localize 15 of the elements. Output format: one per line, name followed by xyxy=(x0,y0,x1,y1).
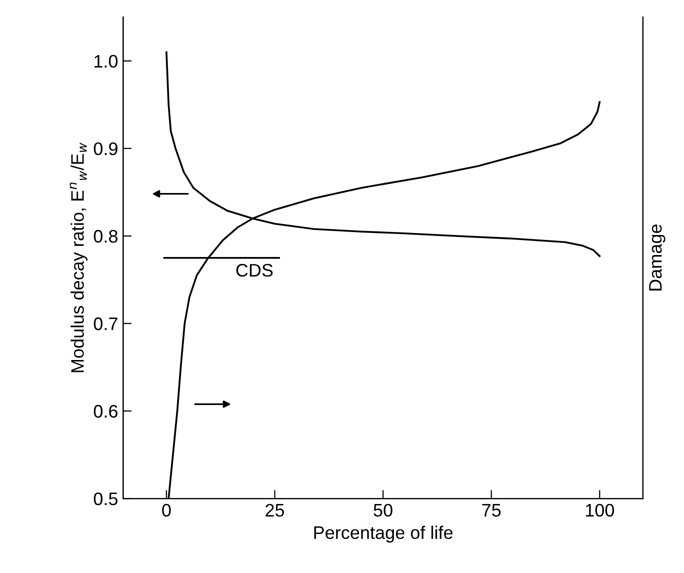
x-tick-label: 100 xyxy=(586,504,614,517)
series-label: CDS xyxy=(236,264,273,277)
y2-axis-title: Damage xyxy=(649,224,666,290)
x-tick-label: 25 xyxy=(266,504,284,517)
y-tick-label: 1.0 xyxy=(94,54,118,68)
y-axis-title: Modulus decay ratio, E$^{n}$$_{w}$/E$_{w}$ xyxy=(70,142,88,372)
y-tick-label: 0.7 xyxy=(94,317,118,330)
y-tick-label: 0.6 xyxy=(94,404,118,418)
x-tick-label: 50 xyxy=(374,504,392,517)
x-tick-label: 0 xyxy=(162,504,171,517)
x-tick-label: 75 xyxy=(482,504,501,517)
y-tick-label: 0.5 xyxy=(94,492,118,506)
y-tick-label: 0.9 xyxy=(94,142,118,156)
x-axis-title: Percentage of life xyxy=(314,526,453,543)
y-tick-label: 0.8 xyxy=(94,230,118,243)
